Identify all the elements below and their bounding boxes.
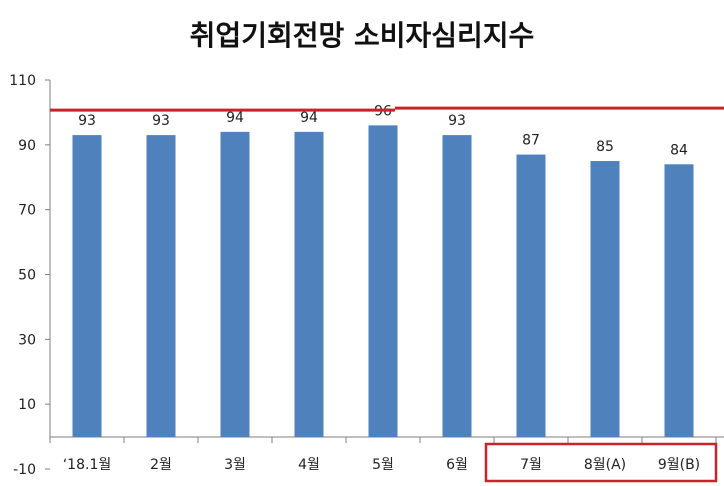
bar — [664, 164, 694, 438]
data-label: 87 — [522, 133, 540, 149]
category-label: 8월(A) — [584, 457, 626, 473]
bar — [516, 154, 546, 437]
category-label: 9월(B) — [658, 457, 700, 473]
y-tick-label: 90 — [18, 138, 36, 154]
data-label: 94 — [300, 110, 318, 126]
bar — [220, 131, 250, 437]
y-tick-label: 50 — [18, 268, 36, 284]
category-label: 6월 — [446, 457, 468, 473]
data-label: 93 — [152, 113, 170, 129]
category-label: 4월 — [298, 457, 320, 473]
category-label: 7월 — [520, 457, 542, 473]
bar — [294, 131, 324, 437]
bar — [72, 135, 102, 437]
y-tick-label: 30 — [18, 332, 36, 348]
data-label: 93 — [448, 113, 466, 129]
highlight-box — [484, 442, 718, 483]
category-label: 2월 — [150, 457, 172, 473]
y-axis: 110 90 70 50 30 10 -10 — [9, 73, 51, 478]
bar — [146, 135, 176, 437]
bar — [590, 161, 620, 437]
y-tick-label: -10 — [13, 462, 36, 478]
y-tick-label: 10 — [18, 397, 36, 413]
overlays — [50, 106, 724, 483]
data-label: 93 — [78, 113, 96, 129]
bar-series: 939394949693878584 — [72, 103, 694, 438]
bar — [442, 135, 472, 437]
data-label: 84 — [670, 142, 688, 158]
data-label: 94 — [226, 110, 244, 126]
category-label: 5월 — [372, 457, 394, 473]
bar — [368, 125, 398, 437]
category-label: ‘18.1월 — [63, 457, 112, 473]
x-axis: ‘18.1월 2월 3월 4월 5월 6월 7월 8월(A) 9월(B) — [49, 436, 724, 473]
y-tick-label: 110 — [9, 73, 36, 89]
y-tick-label: 70 — [18, 203, 36, 219]
data-label: 85 — [596, 139, 614, 155]
category-label: 3월 — [224, 457, 246, 473]
chart-title: 취업기회전망 소비자심리지수 — [189, 19, 535, 52]
